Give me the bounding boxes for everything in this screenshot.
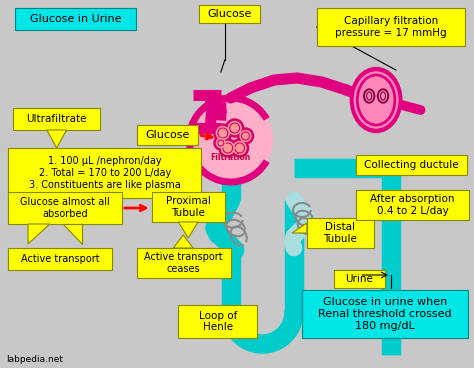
FancyBboxPatch shape	[317, 8, 465, 46]
Circle shape	[219, 139, 237, 157]
Text: Collecting ductule: Collecting ductule	[365, 160, 459, 170]
FancyBboxPatch shape	[334, 270, 385, 288]
Ellipse shape	[366, 91, 373, 101]
Text: Glucose almost all
absorbed: Glucose almost all absorbed	[20, 197, 110, 219]
Ellipse shape	[355, 72, 398, 128]
FancyBboxPatch shape	[8, 248, 112, 270]
Text: Glucose: Glucose	[145, 130, 190, 140]
Polygon shape	[178, 222, 198, 238]
Ellipse shape	[378, 89, 389, 103]
FancyBboxPatch shape	[8, 148, 201, 198]
Text: Capillary filtration
pressure = 17 mmHg: Capillary filtration pressure = 17 mmHg	[335, 16, 447, 38]
Text: Loop of
Henle: Loop of Henle	[199, 311, 237, 332]
Circle shape	[240, 131, 251, 142]
Circle shape	[228, 121, 241, 134]
Text: Proximal
Tubule: Proximal Tubule	[166, 196, 210, 218]
FancyBboxPatch shape	[13, 108, 100, 130]
Circle shape	[237, 128, 254, 144]
Text: Filtration: Filtration	[210, 153, 251, 163]
FancyBboxPatch shape	[302, 290, 468, 338]
FancyBboxPatch shape	[356, 155, 467, 175]
Polygon shape	[47, 130, 66, 148]
Text: Glucose in urine when
Renal threshold crossed
180 mg/dL: Glucose in urine when Renal threshold cr…	[318, 297, 452, 330]
Circle shape	[226, 119, 244, 137]
Text: Distal
Tubule: Distal Tubule	[324, 222, 357, 244]
FancyBboxPatch shape	[137, 125, 198, 145]
FancyBboxPatch shape	[178, 305, 257, 338]
FancyBboxPatch shape	[15, 8, 136, 30]
Text: Ultrafiltrate: Ultrafiltrate	[27, 114, 87, 124]
Text: Active transport
ceases: Active transport ceases	[145, 252, 223, 274]
Circle shape	[189, 98, 272, 182]
FancyBboxPatch shape	[307, 218, 374, 248]
Polygon shape	[292, 223, 307, 233]
Ellipse shape	[380, 91, 386, 101]
FancyBboxPatch shape	[152, 192, 225, 222]
Circle shape	[231, 139, 248, 157]
Text: Glucose in Urine: Glucose in Urine	[30, 14, 121, 24]
Text: Glucose: Glucose	[208, 9, 252, 19]
FancyBboxPatch shape	[137, 248, 231, 278]
Polygon shape	[28, 224, 50, 244]
Circle shape	[217, 138, 225, 148]
FancyBboxPatch shape	[199, 5, 260, 23]
Ellipse shape	[364, 89, 374, 103]
Text: labpedia.net: labpedia.net	[7, 355, 64, 364]
FancyBboxPatch shape	[8, 192, 122, 224]
Text: Active transport: Active transport	[21, 254, 100, 264]
Circle shape	[217, 127, 229, 139]
Circle shape	[233, 142, 246, 155]
Polygon shape	[173, 235, 193, 248]
Text: Urine: Urine	[346, 274, 373, 284]
Circle shape	[214, 136, 228, 150]
Circle shape	[214, 124, 232, 142]
Ellipse shape	[350, 67, 402, 132]
Polygon shape	[63, 224, 82, 244]
Circle shape	[221, 142, 234, 155]
FancyBboxPatch shape	[356, 190, 469, 220]
Text: 1. 100 μL /nephron/day
2. Total = 170 to 200 L/day
3. Constituents are like plas: 1. 100 μL /nephron/day 2. Total = 170 to…	[29, 156, 181, 190]
Text: After absorption
0.4 to 2 L/day: After absorption 0.4 to 2 L/day	[371, 194, 455, 216]
